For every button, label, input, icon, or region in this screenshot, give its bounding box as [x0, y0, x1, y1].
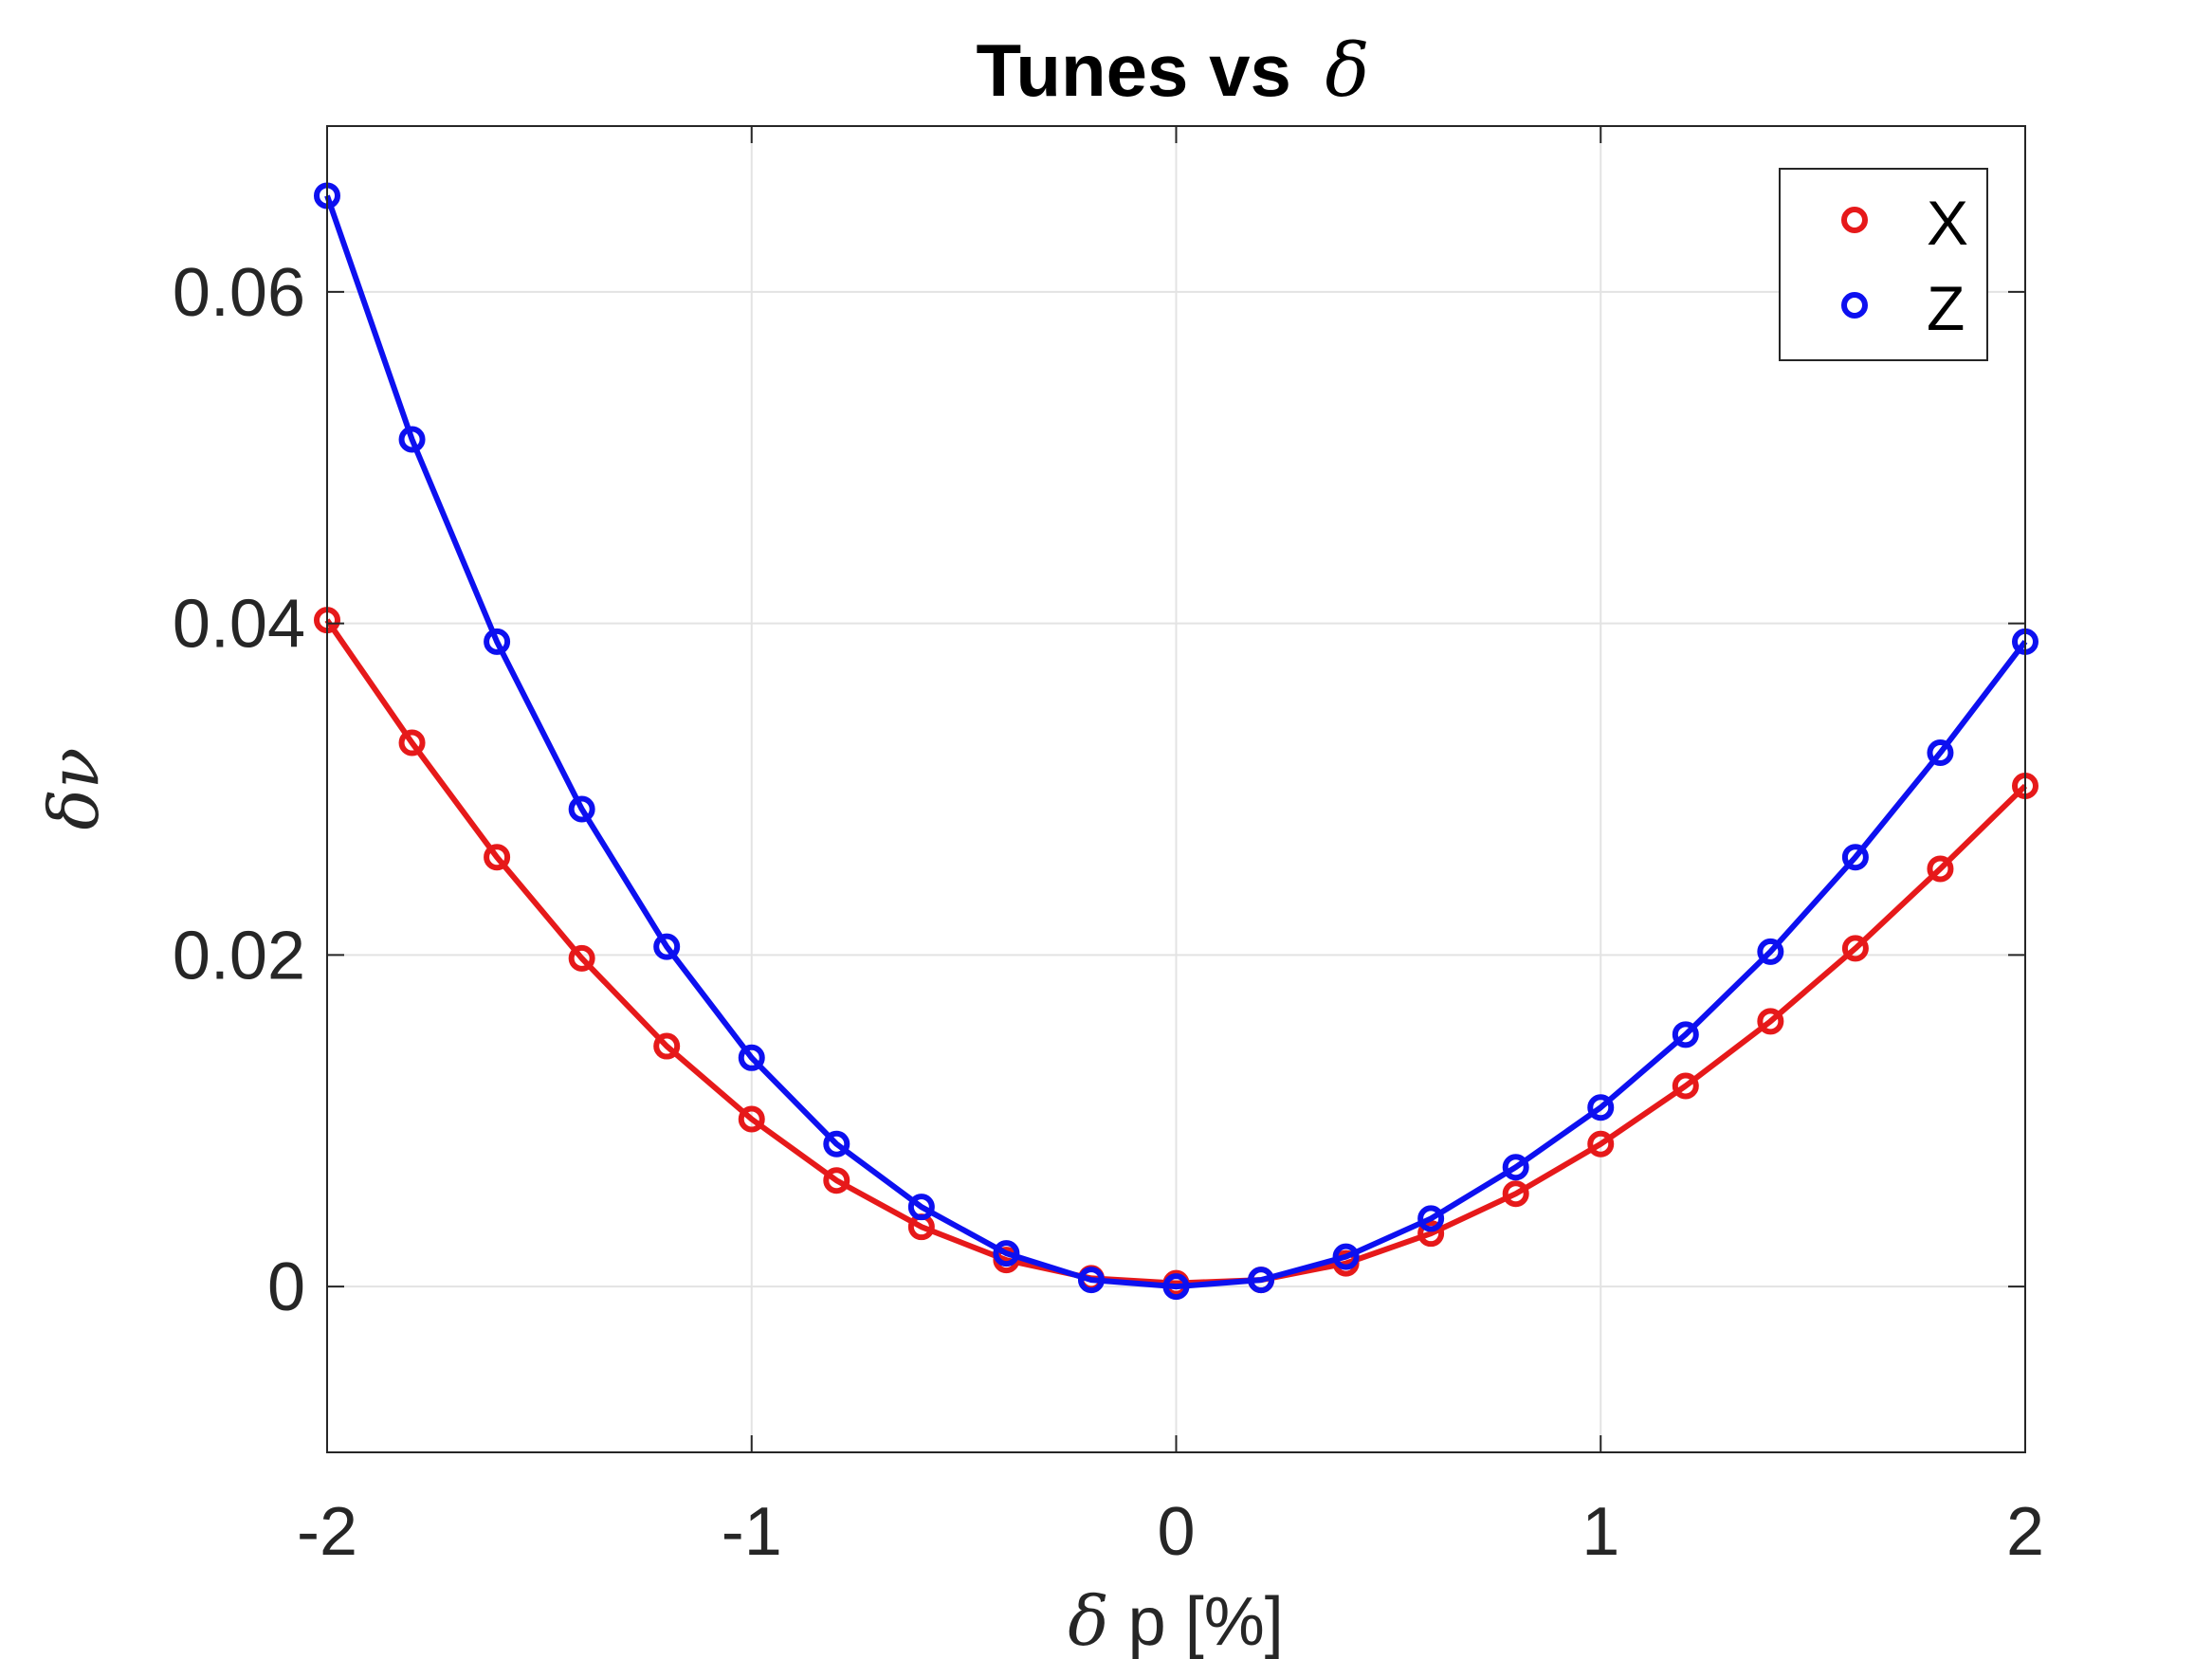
data-point-z [738, 1044, 765, 1071]
data-point-z [398, 426, 426, 453]
data-point-z [1162, 1273, 1190, 1301]
legend-box [1779, 168, 1988, 361]
data-point-x [1672, 1072, 1699, 1100]
y-tick-label: 0.06 [173, 255, 305, 331]
data-point-z [653, 933, 681, 960]
y-axis-label: δν [34, 747, 114, 830]
data-point-z [1332, 1243, 1360, 1270]
data-point-x [823, 1167, 850, 1194]
data-point-z [1672, 1021, 1699, 1048]
chart-title: Tunes vs δ [977, 28, 1370, 114]
series-line-x [324, 618, 2028, 1286]
y-tick-label: 0.04 [173, 587, 305, 663]
legend-label-z: Z [1927, 273, 1965, 343]
data-point-z [1248, 1267, 1275, 1294]
x-tick-label: -2 [297, 1494, 357, 1570]
legend-label-x: X [1927, 188, 1968, 258]
data-point-x [1841, 935, 1869, 962]
data-point-z [1502, 1154, 1529, 1181]
x-tick-label: 0 [1157, 1494, 1195, 1570]
chart-title-symbol: δ [1325, 28, 1370, 114]
data-point-x [484, 844, 511, 871]
x-axis-label-symbol: δ [1068, 1581, 1108, 1659]
data-point-x [1502, 1180, 1529, 1208]
legend: X Z [1779, 168, 1988, 361]
x-tick-label: -1 [722, 1494, 782, 1570]
data-point-z [993, 1240, 1020, 1267]
data-point-z [484, 628, 511, 655]
data-point-z [907, 1194, 935, 1221]
y-tick-label: 0.02 [173, 918, 305, 994]
x-axis-label: δ p [%] [1068, 1581, 1283, 1659]
data-point-z [1417, 1205, 1445, 1232]
y-tick-label: 0 [267, 1249, 305, 1325]
chart-title-text: Tunes vs [977, 28, 1291, 112]
data-point-z [1077, 1267, 1105, 1294]
x-axis-label-text: p [%] [1128, 1584, 1284, 1659]
data-point-z [823, 1130, 850, 1158]
data-point-z [1587, 1094, 1615, 1121]
x-tick-label: 1 [1581, 1494, 1619, 1570]
data-point-x [1587, 1130, 1615, 1158]
ticks [326, 126, 2026, 1452]
data-point-x [653, 1032, 681, 1060]
data-point-z [1927, 739, 1954, 767]
data-point-x [1927, 855, 1954, 883]
legend-marker-x [1841, 207, 1868, 233]
data-point-x [738, 1105, 765, 1133]
series-layer [314, 182, 2038, 1301]
data-point-z [1841, 844, 1869, 871]
data-point-x [398, 729, 426, 757]
data-point-x [1757, 1008, 1784, 1035]
data-point-z [568, 795, 595, 823]
tick-labels: -2 -1 0 1 2 0 0.02 0.04 0.06 [173, 255, 2044, 1570]
series-line-z [324, 194, 2028, 1290]
data-point-x [568, 944, 595, 972]
data-point-x [1417, 1220, 1445, 1248]
legend-marker-z [1841, 292, 1868, 319]
data-point-z [1757, 938, 1784, 965]
x-tick-label: 2 [2006, 1494, 2044, 1570]
